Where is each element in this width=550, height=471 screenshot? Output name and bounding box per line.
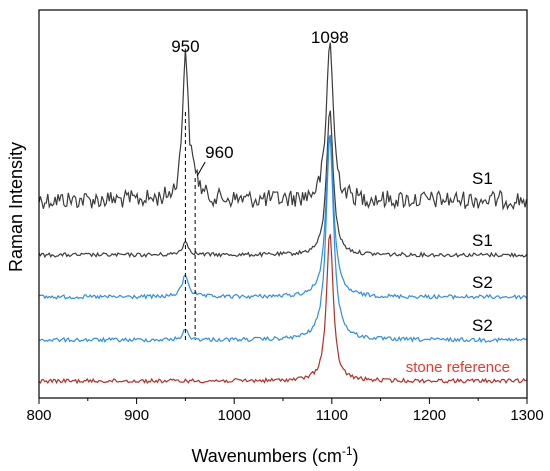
x-tick-label-1300: 1300 — [510, 407, 543, 424]
x-tick-label-800: 800 — [26, 407, 51, 424]
series-layer — [38, 42, 528, 385]
x-tick-label-1200: 1200 — [413, 407, 446, 424]
annotation-pointer-960 — [196, 161, 206, 177]
series-line-2 — [38, 110, 527, 259]
peak-annotations: 950 960 1098 — [171, 28, 349, 177]
x-tick-label-900: 900 — [124, 407, 149, 424]
x-axis-label-main: Wavenumbers (cm — [191, 446, 341, 466]
series-line-3 — [38, 134, 527, 301]
series-label-3: S2 — [472, 273, 493, 292]
x-tick-label-1000: 1000 — [218, 407, 251, 424]
peak-annotation-950: 950 — [171, 37, 199, 56]
series-label-2: S1 — [472, 231, 493, 250]
series-line-4 — [38, 135, 527, 344]
x-axis-label: Wavenumbers (cm-1) — [191, 444, 358, 466]
series-line-1 — [38, 42, 528, 211]
series-line-5 — [38, 234, 527, 385]
series-label-1: S1 — [472, 169, 493, 188]
peak-annotation-1098: 1098 — [311, 28, 349, 47]
series-label-4: S2 — [472, 316, 493, 335]
series-label-5: stone reference — [406, 359, 510, 376]
peak-annotation-960: 960 — [205, 143, 233, 162]
x-axis-ticks: 800 900 1000 1100 1200 1300 — [26, 398, 544, 424]
x-axis-label-superscript: -1 — [342, 444, 353, 458]
x-tick-label-1100: 1100 — [316, 407, 348, 424]
y-axis-label: Raman Intensity — [6, 142, 26, 272]
reference-lines — [184, 112, 196, 340]
x-axis-label-suffix: ) — [353, 446, 359, 466]
series-labels: S1 S1 S2 S2 stone reference — [406, 169, 510, 376]
